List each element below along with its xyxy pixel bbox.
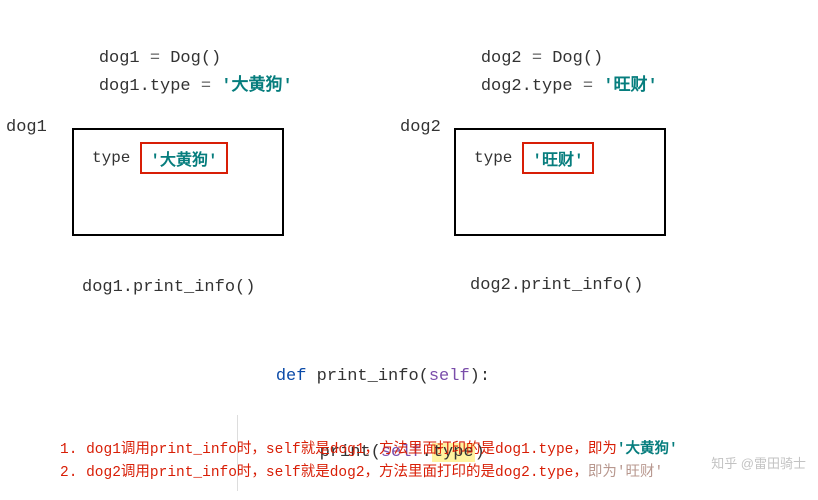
watermark: 知乎 @雷田骑士 (711, 453, 806, 472)
tok (593, 77, 603, 96)
dog1-box: type '大黄狗' (72, 128, 284, 236)
tok: = (201, 77, 211, 96)
code-left-line2: dog1.type = '大黄狗' (58, 48, 293, 125)
note-1: 1. dog1调用print_info时，self就是dog1，方法里面打印的是… (60, 439, 678, 461)
dog1-label: dog1 (6, 118, 47, 137)
tok: type (532, 77, 583, 96)
dog1-value-box: '大黄狗' (140, 142, 227, 174)
notes: 1. dog1调用print_info时，self就是dog1，方法里面打印的是… (60, 439, 678, 484)
tok: dog1 (99, 77, 140, 96)
tok: '旺财' (603, 77, 657, 96)
note-1-str: '大黄狗' (617, 442, 678, 458)
tok: . (140, 77, 150, 96)
tok: print_info( (306, 367, 428, 386)
tok: ): (470, 367, 490, 386)
dog2-box: type '旺财' (454, 128, 666, 236)
tok-def: def (276, 367, 307, 386)
dog2-call: dog2.print_info() (470, 276, 643, 295)
note-1-text: 1. dog1调用print_info时，self就是dog1，方法里面打印的是… (60, 442, 617, 458)
code-right-line2: dog2.type = '旺财' (440, 48, 658, 125)
tok: type (150, 77, 201, 96)
tok: dog2 (481, 77, 522, 96)
note-2-text: 2. dog2调用print_info时，self就是dog2，方法里面打印的是… (60, 465, 588, 481)
tok: = (583, 77, 593, 96)
dog2-label: dog2 (400, 118, 441, 137)
tok (211, 77, 221, 96)
tok-self: self (429, 367, 470, 386)
dog1-type-label: type (92, 149, 130, 167)
dog1-call: dog1.print_info() (82, 278, 255, 297)
tok: '大黄狗' (221, 77, 292, 96)
note-2: 2. dog2调用print_info时，self就是dog2，方法里面打印的是… (60, 462, 678, 484)
note-2-rest: 即为'旺财' (588, 465, 663, 481)
tok: . (522, 77, 532, 96)
dog2-value-box: '旺财' (522, 142, 593, 174)
dog2-type-label: type (474, 149, 512, 167)
